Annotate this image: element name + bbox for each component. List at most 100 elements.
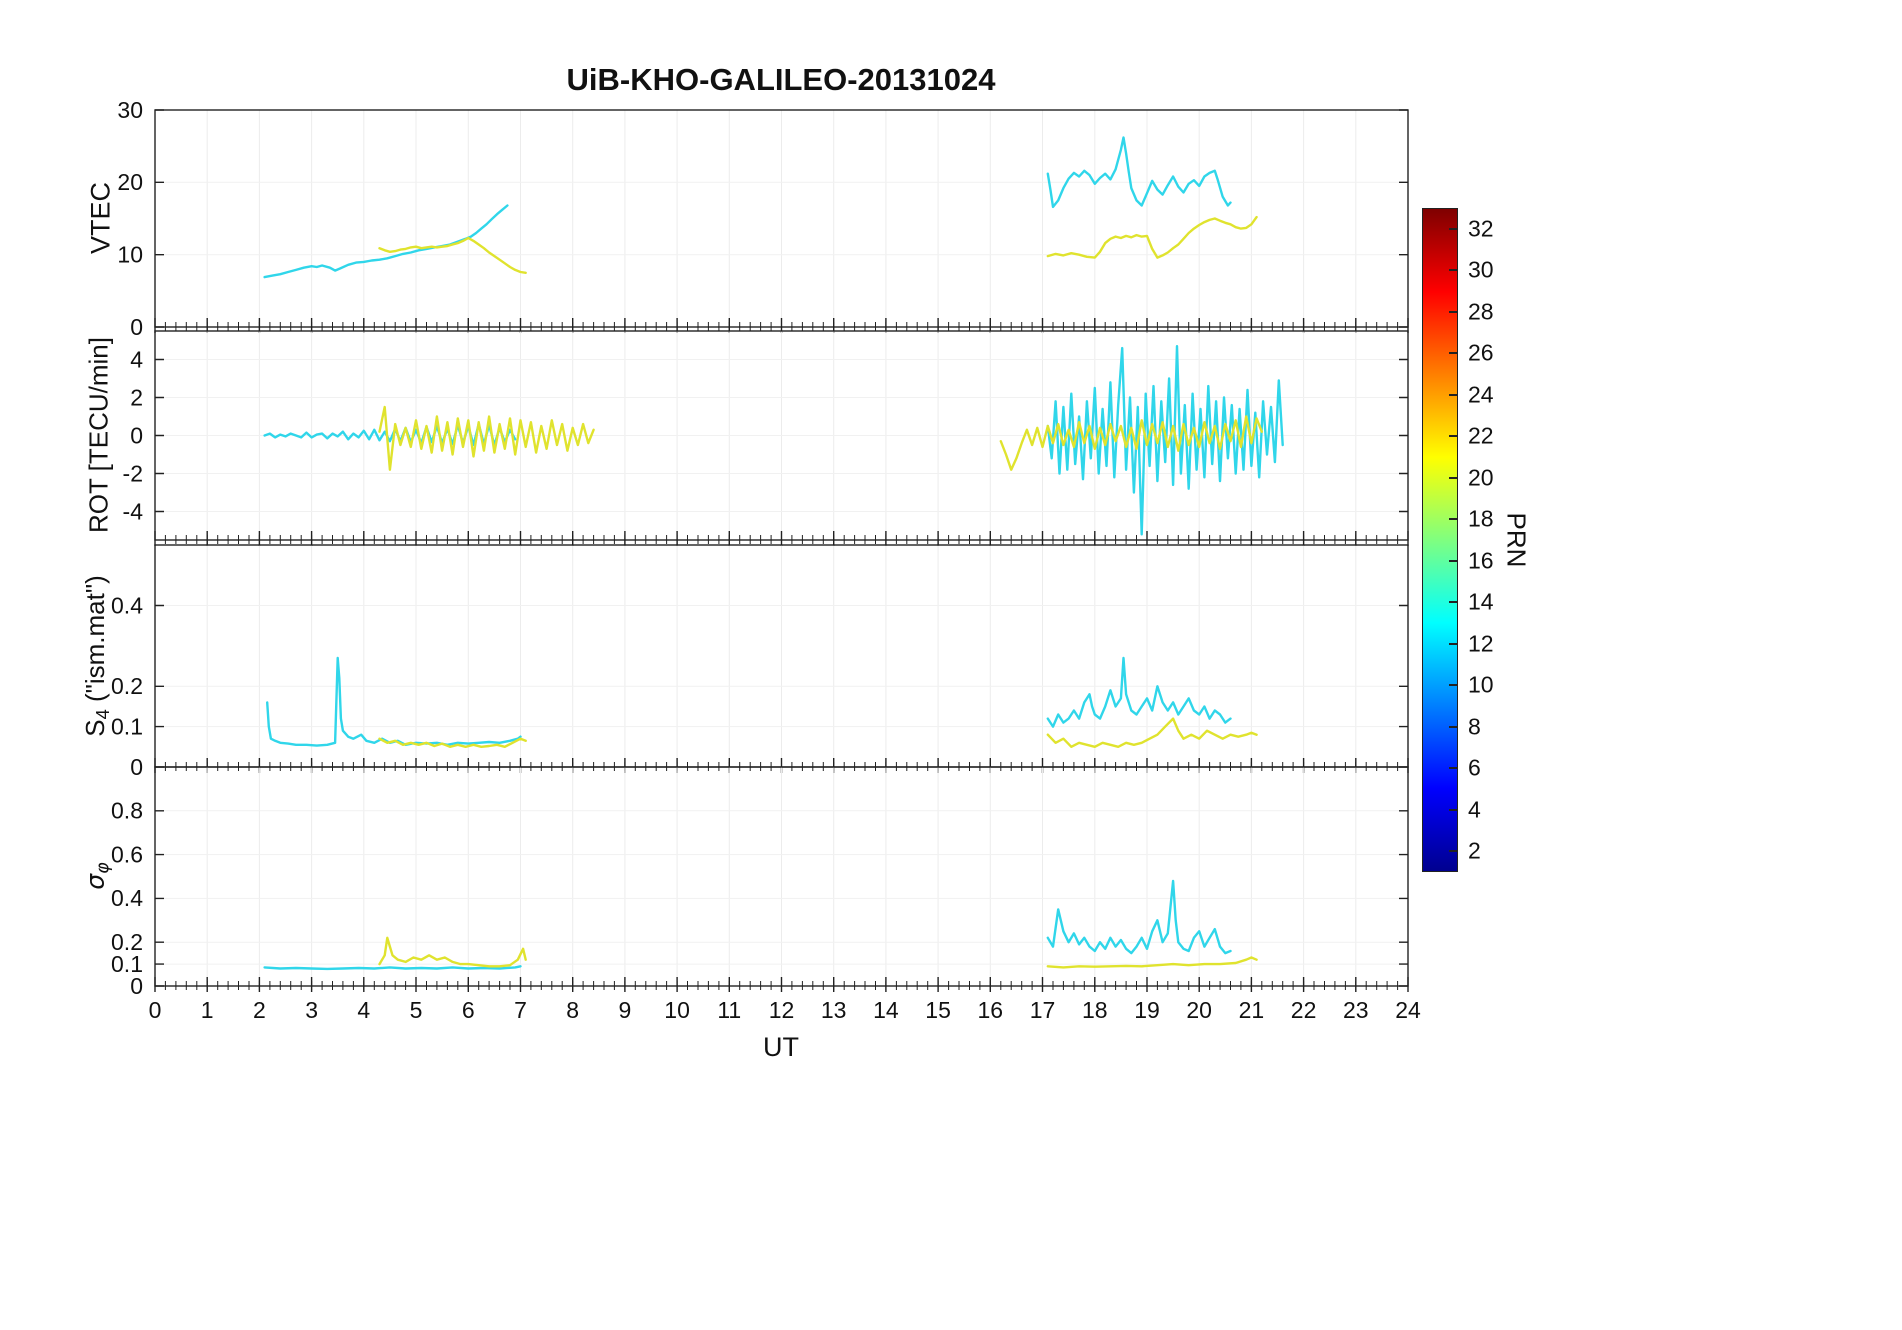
colorbar-tick-mark	[1449, 767, 1457, 770]
x-tick-label: 8	[566, 997, 579, 1023]
colorbar-tick-mark	[1449, 352, 1457, 355]
series-line-prn-12	[266, 656, 522, 747]
y-axis-label-vtec: VTEC	[86, 182, 117, 254]
colorbar-tick-label: 2	[1468, 837, 1481, 864]
x-tick-label: 5	[410, 997, 423, 1023]
series-line-prn-20	[999, 415, 1264, 471]
colorbar-tick-label: 6	[1468, 754, 1481, 781]
x-tick-label: 15	[925, 997, 951, 1023]
series-line-prn-20	[1046, 215, 1258, 259]
colorbar-tick-mark	[1449, 476, 1457, 479]
x-tick-label: 6	[462, 997, 475, 1023]
y-axis-label-vtec-text: VTEC	[85, 181, 116, 255]
y-ticks	[155, 358, 1408, 513]
colorbar-tick-label: 20	[1468, 464, 1494, 491]
y-tick-label: 0	[130, 314, 143, 340]
y-tick-label: 0	[130, 422, 143, 448]
grid-vertical	[206, 110, 1357, 327]
x-tick-label: 24	[1395, 997, 1421, 1023]
x-tick-label: 20	[1186, 997, 1212, 1023]
y-axis-label-sigma: σ	[80, 873, 110, 890]
colorbar-tick-mark	[1449, 642, 1457, 645]
x-tick-label: 17	[1030, 997, 1056, 1023]
x-axis-label: UT	[763, 1032, 799, 1062]
series-line-prn-20	[378, 236, 527, 274]
y-axis-label-s4-rest: ("ism.mat")	[79, 575, 110, 710]
y-axis-label-s4-base: S	[79, 719, 110, 737]
y-tick-label: 0.2	[111, 929, 143, 955]
x-tick-label: 13	[821, 997, 847, 1023]
y-axis-label-sigma-phi: σφ	[81, 862, 114, 889]
x-tick-label: 16	[978, 997, 1004, 1023]
series-line-prn-20	[378, 405, 595, 471]
series-line-prn-20	[1046, 956, 1258, 969]
colorbar-tick-mark	[1449, 393, 1457, 396]
y-tick-label: 20	[117, 169, 143, 195]
colorbar-tick-label: 16	[1468, 547, 1494, 574]
colorbar-tick-label: 22	[1468, 422, 1494, 449]
y-tick-label: 0.4	[111, 885, 143, 911]
colorbar-tick-mark	[1449, 310, 1457, 313]
colorbar-tick-mark	[1449, 850, 1457, 853]
colorbar-tick-label: 26	[1468, 339, 1494, 366]
colorbar-tick-mark	[1449, 559, 1457, 562]
colorbar-tick-mark	[1449, 435, 1457, 438]
x-tick-label: 3	[305, 997, 318, 1023]
grid-horizontal	[155, 605, 1408, 728]
grid-horizontal	[155, 181, 1408, 256]
series-line-prn-12	[1046, 879, 1232, 955]
x-tick-label: 9	[619, 997, 632, 1023]
panel-border-rot	[154, 330, 1409, 541]
grid-horizontal	[155, 359, 1408, 512]
y-tick-label: 0.6	[111, 841, 143, 867]
colorbar-tick-label: 10	[1468, 671, 1494, 698]
y-tick-label: 0.1	[111, 713, 143, 739]
y-tick-label: -2	[123, 460, 143, 486]
colorbar-tick-label: 12	[1468, 630, 1494, 657]
colorbar-tick-label: 18	[1468, 505, 1494, 532]
x-tick-label: 23	[1343, 997, 1369, 1023]
colorbar-tick-mark	[1449, 808, 1457, 811]
series-line-prn-20	[1046, 717, 1258, 748]
colorbar-tick-label: 14	[1468, 588, 1494, 615]
y-tick-label: -4	[123, 498, 144, 524]
series-line-prn-12	[1046, 656, 1232, 728]
colorbar-tick-mark	[1449, 269, 1457, 272]
y-axis-label-phi-sub: φ	[93, 862, 114, 874]
x-tick-label: 0	[149, 997, 162, 1023]
y-tick-label: 10	[117, 242, 143, 268]
panel-border-vtec	[154, 109, 1409, 328]
y-tick-label: 2	[130, 384, 143, 410]
colorbar-label: PRN	[1501, 512, 1532, 568]
series-line-prn-12	[1046, 345, 1284, 536]
colorbar-tick-label: 28	[1468, 298, 1494, 325]
series-line-prn-20	[378, 737, 527, 748]
y-axis-label-rot-text: ROT [TECU/min]	[83, 337, 114, 533]
x-tick-label: 7	[514, 997, 527, 1023]
colorbar	[1422, 208, 1458, 872]
y-tick-label: 0	[130, 973, 143, 999]
grid-horizontal	[155, 810, 1408, 965]
series-line-prn-12	[263, 204, 509, 279]
colorbar-tick-mark	[1449, 725, 1457, 728]
x-tick-label: 10	[664, 997, 690, 1023]
x-tick-label: 2	[253, 997, 266, 1023]
y-tick-label: 0.2	[111, 673, 143, 699]
colorbar-tick-label: 24	[1468, 381, 1494, 408]
colorbar-tick-mark	[1449, 684, 1457, 687]
y-axis-label-s4-sub: 4	[93, 709, 114, 720]
colorbar-tick-label: 8	[1468, 713, 1481, 740]
series-line-prn-12	[1046, 136, 1232, 209]
chart-title: UiB-KHO-GALILEO-20131024	[566, 62, 996, 97]
series-line-prn-20	[378, 936, 527, 968]
y-tick-label: 0.1	[111, 951, 143, 977]
x-tick-label: 14	[873, 997, 899, 1023]
grid-vertical	[206, 767, 1357, 986]
y-tick-label: 0.4	[111, 592, 143, 618]
series-line-prn-12	[263, 422, 517, 447]
series-line-prn-12	[263, 965, 522, 971]
x-tick-label: 12	[769, 997, 795, 1023]
y-tick-label: 0	[130, 754, 143, 780]
